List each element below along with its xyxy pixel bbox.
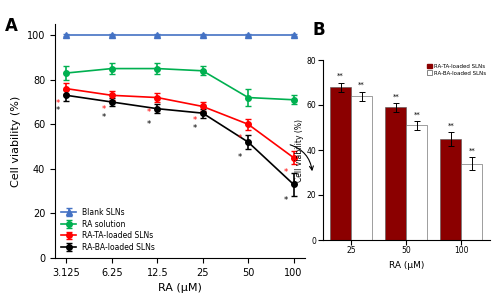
Text: *: * bbox=[192, 116, 196, 125]
Text: **: ** bbox=[337, 73, 344, 79]
Text: B: B bbox=[312, 21, 325, 39]
Text: *: * bbox=[56, 106, 60, 116]
Text: *: * bbox=[102, 113, 106, 122]
Text: *: * bbox=[147, 120, 151, 129]
Text: A: A bbox=[5, 17, 18, 35]
Text: **: ** bbox=[414, 111, 420, 117]
Bar bbox=[351, 96, 372, 240]
Bar bbox=[462, 164, 482, 240]
Text: **: ** bbox=[358, 82, 365, 88]
Y-axis label: Cell viability (%): Cell viability (%) bbox=[12, 95, 22, 187]
Text: *: * bbox=[284, 196, 288, 205]
Text: *: * bbox=[56, 99, 60, 108]
X-axis label: RA (μM): RA (μM) bbox=[388, 261, 424, 270]
Y-axis label: Cell viability (%): Cell viability (%) bbox=[294, 118, 304, 182]
Bar bbox=[406, 125, 427, 240]
Text: **: ** bbox=[468, 147, 475, 153]
Text: *: * bbox=[147, 108, 151, 117]
Text: *: * bbox=[102, 105, 106, 114]
Bar bbox=[440, 139, 462, 240]
Text: *: * bbox=[284, 168, 288, 177]
Legend: RA-TA-loaded SLNs, RA-BA-loaded SLNs: RA-TA-loaded SLNs, RA-BA-loaded SLNs bbox=[426, 63, 487, 77]
Text: *: * bbox=[238, 134, 242, 143]
Text: **: ** bbox=[448, 123, 454, 129]
Text: **: ** bbox=[392, 93, 399, 99]
Legend: Blank SLNs, RA solution, RA-TA-loaded SLNs, RA-BA-loaded SLNs: Blank SLNs, RA solution, RA-TA-loaded SL… bbox=[59, 206, 158, 254]
Bar bbox=[386, 107, 406, 240]
Bar bbox=[330, 87, 351, 240]
X-axis label: RA (μM): RA (μM) bbox=[158, 283, 202, 293]
Text: *: * bbox=[192, 124, 196, 133]
Text: *: * bbox=[238, 153, 242, 162]
